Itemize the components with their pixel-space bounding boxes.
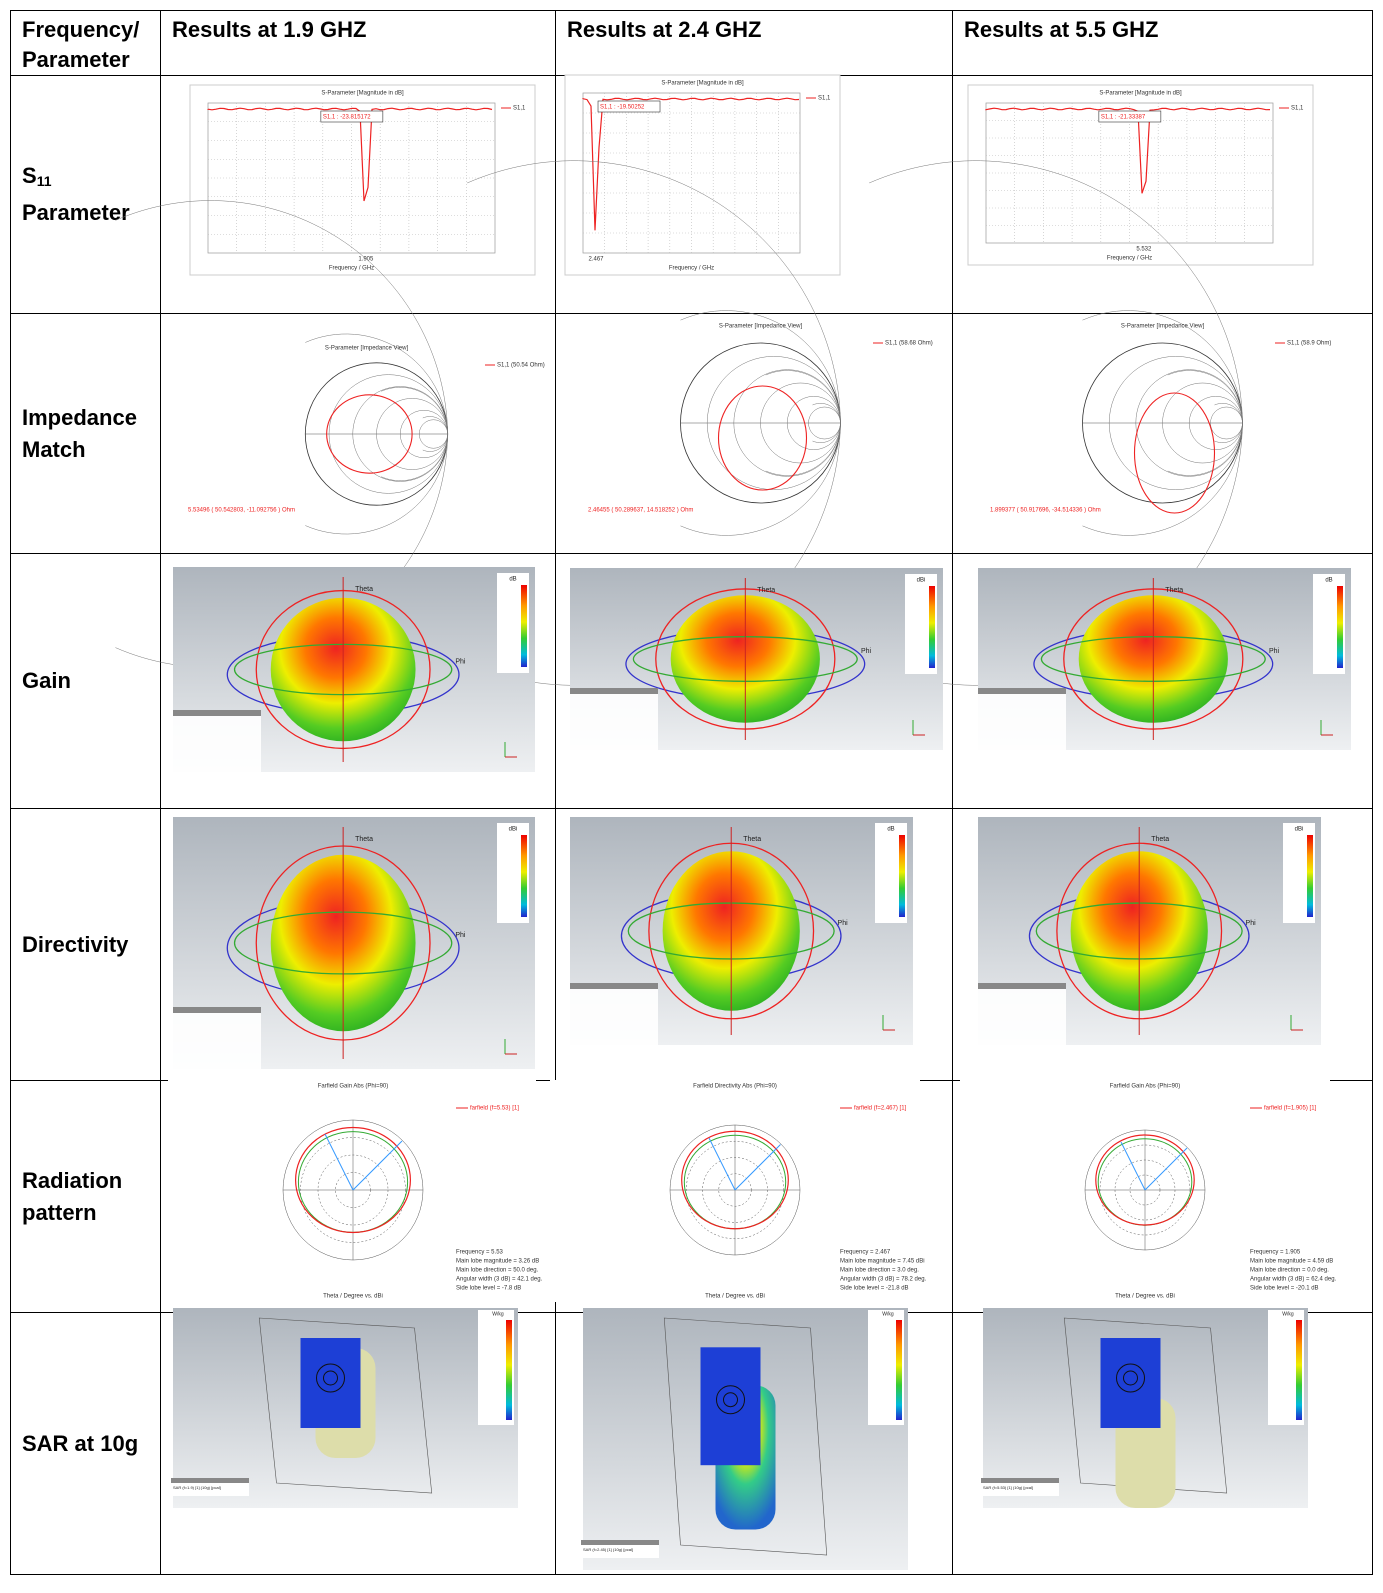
- row-label: Gain: [10, 553, 161, 809]
- header-cell: Results at 2.4 GHZ: [555, 10, 953, 76]
- row-label: Impedance Match: [10, 313, 161, 554]
- header-cell: Frequency/ Parameter: [10, 10, 161, 76]
- row: S11 Parameter: [10, 75, 1373, 314]
- row-label: S11 Parameter: [10, 75, 161, 314]
- symbol: S: [22, 163, 37, 188]
- row-label: Radiation pattern: [10, 1080, 161, 1313]
- label-text: Parameter: [22, 200, 130, 225]
- subscript: 11: [36, 173, 52, 189]
- header-cell: Results at 1.9 GHZ: [160, 10, 556, 76]
- header-cell: Results at 5.5 GHZ: [952, 10, 1373, 76]
- row-label: Directivity: [10, 808, 161, 1081]
- results-table: Frequency/ Parameter Results at 1.9 GHZ …: [10, 10, 1373, 1575]
- row-label: SAR at 10g: [10, 1312, 161, 1575]
- header-row: Frequency/ Parameter Results at 1.9 GHZ …: [10, 10, 1373, 76]
